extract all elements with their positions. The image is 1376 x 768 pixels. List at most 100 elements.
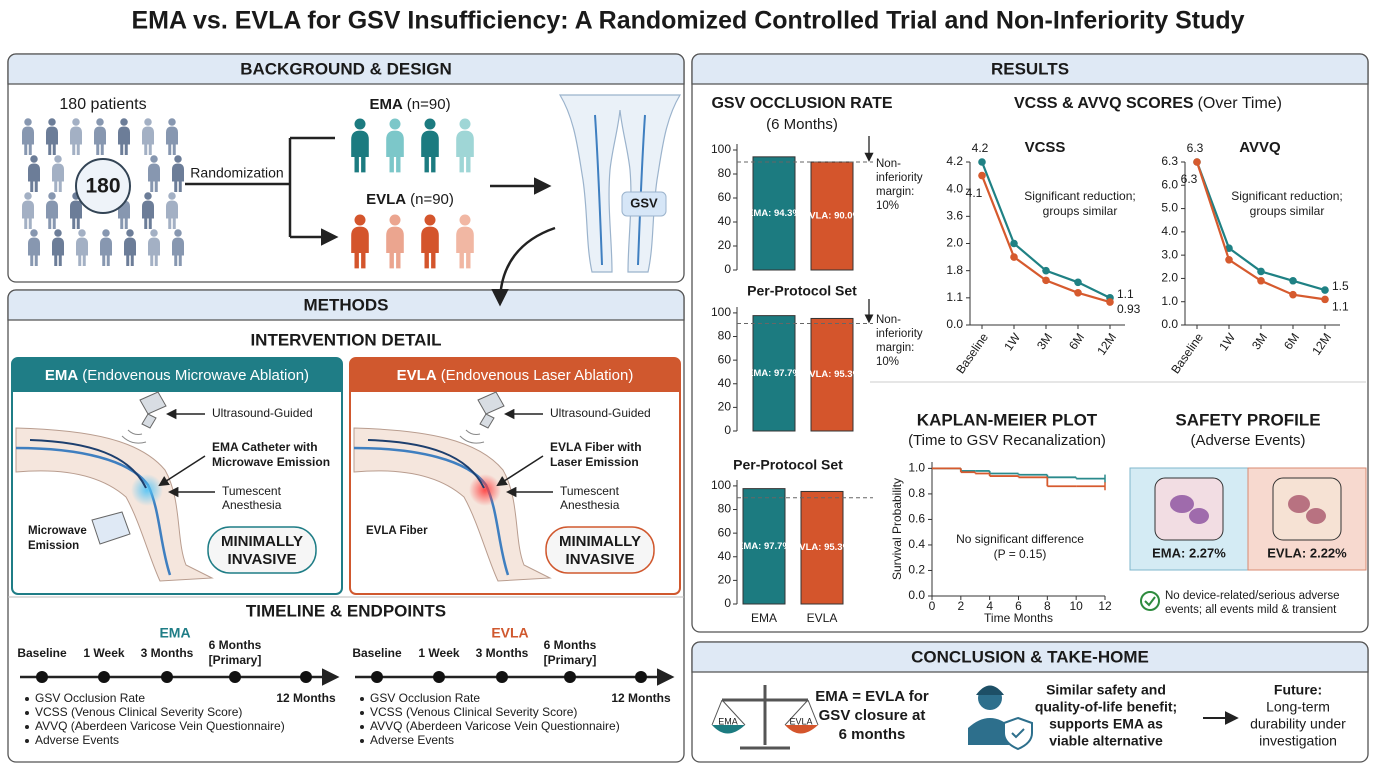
person-head bbox=[48, 118, 56, 126]
data-label: 1.1 bbox=[1117, 287, 1134, 301]
timeline-arm: EMA bbox=[159, 625, 190, 641]
scale-label: EVLA bbox=[789, 716, 812, 726]
value-label: EVLA: 95.3% bbox=[793, 542, 852, 553]
person-body bbox=[46, 200, 58, 229]
conclusion-future: investigation bbox=[1259, 733, 1337, 749]
panel-header bbox=[691, 641, 1369, 673]
badge-text: MINIMALLY bbox=[559, 533, 641, 550]
conclusion-main: 6 months bbox=[839, 726, 906, 743]
arm-name: EVLA bbox=[366, 191, 406, 208]
person-head bbox=[424, 214, 436, 226]
point bbox=[1010, 239, 1018, 248]
y-tick-label: 0 bbox=[724, 423, 731, 437]
timeline-point bbox=[300, 671, 312, 683]
y-tick-label: 40 bbox=[718, 376, 732, 390]
point bbox=[978, 158, 986, 166]
y-tick-label: 0.0 bbox=[908, 588, 925, 602]
point bbox=[1289, 276, 1297, 285]
annotation: 10% bbox=[876, 200, 899, 212]
y-tick-label: 40 bbox=[718, 549, 732, 563]
device-label: EMA Catheter with bbox=[212, 440, 318, 454]
timeline-point bbox=[496, 671, 508, 683]
person-body bbox=[28, 163, 40, 192]
probe bbox=[477, 391, 505, 429]
section-heading: RESULTS bbox=[991, 59, 1069, 78]
badge-text: MINIMALLY bbox=[221, 533, 303, 550]
person-head bbox=[30, 155, 38, 163]
y-tick-label: 0.4 bbox=[908, 537, 925, 551]
y-tick-label: 0.0 bbox=[1161, 317, 1178, 331]
person-head bbox=[144, 118, 152, 126]
y-axis-label: Survival Probability bbox=[890, 478, 904, 580]
person-body bbox=[172, 237, 184, 266]
flow-arrow bbox=[491, 226, 556, 307]
y-tick-label: 20 bbox=[718, 400, 732, 414]
conclusion-safety: Similar safety and bbox=[1046, 682, 1166, 698]
intervention-header bbox=[350, 358, 680, 392]
probe bbox=[139, 391, 167, 429]
annotation: Non- bbox=[876, 314, 901, 326]
chart: Per-Protocol Set 0 20 40 60 80 100 EMA: 97.7% EM… bbox=[711, 457, 873, 625]
anesthesia-label: Anesthesia bbox=[222, 498, 282, 512]
device-label: EVLA Fiber with bbox=[550, 440, 642, 454]
person-body bbox=[70, 126, 82, 155]
timeline-point bbox=[36, 671, 48, 683]
point bbox=[1321, 286, 1329, 294]
emission-glow bbox=[469, 474, 501, 506]
person-head bbox=[150, 155, 158, 163]
annotation: (P = 0.15) bbox=[994, 547, 1047, 561]
y-tick-label: 60 bbox=[718, 352, 732, 366]
y-tick-label: 1.0 bbox=[1161, 294, 1178, 308]
person-body bbox=[386, 226, 404, 269]
person-body bbox=[166, 200, 178, 229]
annotation: margin: bbox=[876, 342, 914, 354]
chart-title: VCSS bbox=[1025, 139, 1066, 156]
point bbox=[1010, 253, 1018, 261]
safety-note: No device-related/serious adverse bbox=[1165, 590, 1340, 602]
person-head bbox=[354, 214, 366, 226]
bar bbox=[810, 317, 854, 432]
point bbox=[1193, 158, 1201, 166]
charts: GSV OCCLUSION RATE(6 Months)020406080100… bbox=[711, 95, 1349, 625]
timeline-point bbox=[161, 671, 173, 683]
person-body bbox=[22, 200, 34, 229]
person-head bbox=[96, 118, 104, 126]
timeline-label: 3 Months bbox=[141, 646, 194, 660]
y-tick-label: 2.0 bbox=[946, 236, 963, 250]
timeline-point bbox=[433, 671, 445, 683]
panel-header bbox=[691, 53, 1369, 85]
data-label: 1.5 bbox=[1332, 279, 1349, 293]
person-head bbox=[144, 192, 152, 200]
y-tick-label: 0.0 bbox=[946, 317, 963, 331]
bar bbox=[752, 156, 796, 271]
scores-subtitle: (Over Time) bbox=[1198, 95, 1282, 112]
person-head bbox=[459, 214, 471, 226]
doctor-icon bbox=[968, 685, 1033, 751]
x-tick-label: 8 bbox=[1044, 599, 1051, 613]
person-body bbox=[148, 163, 160, 192]
conclusion-safety: supports EMA as bbox=[1049, 716, 1163, 732]
point bbox=[1106, 298, 1114, 306]
annotation: groups similar bbox=[1043, 204, 1118, 218]
person-head bbox=[78, 229, 86, 237]
arm-name: EMA bbox=[369, 96, 403, 113]
person-body bbox=[100, 237, 112, 266]
y-tick-label: 100 bbox=[711, 478, 731, 492]
catheter bbox=[29, 439, 147, 489]
person-head bbox=[389, 118, 401, 130]
data-label: 0.93 bbox=[1117, 302, 1141, 316]
waves bbox=[459, 429, 485, 444]
intervention-title: EMA (Endovenous Microwave Ablation) bbox=[45, 367, 309, 384]
y-tick-label: 80 bbox=[718, 329, 732, 343]
scores-heading: VCSS & AVVQ SCORES (Over Time) bbox=[1014, 95, 1282, 112]
bracket-arrow bbox=[290, 136, 335, 237]
data-label: 4.1 bbox=[966, 186, 983, 200]
annotation: No significant difference bbox=[956, 532, 1084, 546]
endpoint: AVVQ (Aberdeen Varicose Vein Questionnai… bbox=[370, 719, 620, 733]
annotation: 10% bbox=[876, 356, 899, 368]
chart-title: GSV OCCLUSION RATE bbox=[711, 95, 892, 112]
data-label: 1.1 bbox=[1332, 300, 1349, 314]
bar bbox=[810, 161, 854, 271]
point bbox=[978, 171, 986, 180]
